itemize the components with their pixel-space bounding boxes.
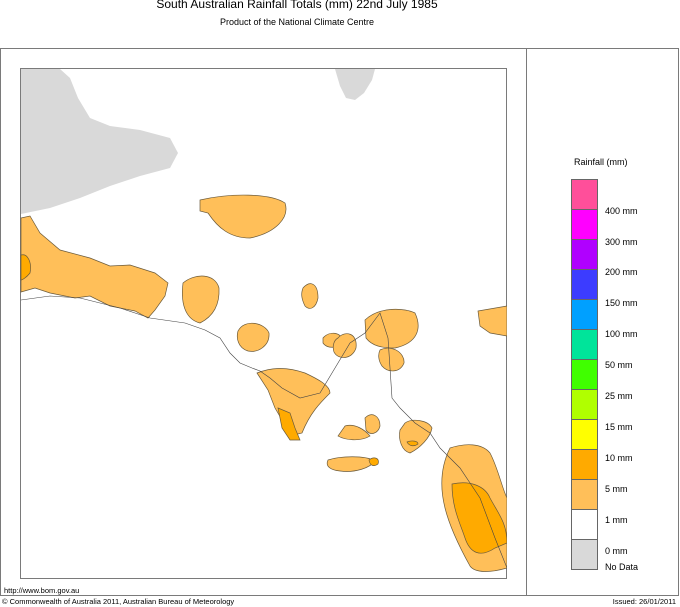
- rain-region-eyre: [256, 368, 331, 437]
- rain-region-heavy-se: [451, 482, 507, 554]
- legend-label: 300 mm: [605, 237, 638, 247]
- rain-region-blob-a: [182, 275, 220, 324]
- legend-label: 1 mm: [605, 515, 628, 525]
- legend-swatch-0-1: [571, 510, 598, 540]
- rain-region-blob-f: [364, 308, 419, 349]
- map-subtitle: Product of the National Climate Centre: [219, 17, 375, 27]
- legend-title: Rainfall (mm): [574, 157, 628, 167]
- rain-region-yorke: [399, 419, 433, 454]
- legend-swatch-150-200: [571, 270, 598, 300]
- legend-swatch-above-400: [571, 179, 598, 210]
- legend-label: 0 mm: [605, 546, 628, 556]
- coastline: [20, 295, 507, 569]
- legend-swatch-1-5: [571, 480, 598, 510]
- bom-url-link[interactable]: http://www.bom.gov.au: [4, 586, 80, 595]
- map-title: South Australian Rainfall Totals (mm) 22…: [156, 0, 438, 11]
- rainfall-map-svg: [20, 68, 507, 579]
- legend-divider: [526, 48, 527, 596]
- legend-label: 25 mm: [605, 391, 633, 401]
- rain-region-blob-g: [378, 347, 405, 372]
- rain-region-heavy-ki: [368, 457, 379, 466]
- issued-date: Issued: 26/01/2011: [612, 597, 676, 606]
- legend-swatch-5-10: [571, 450, 598, 480]
- legend-label: 400 mm: [605, 206, 638, 216]
- legend-swatch-100-150: [571, 300, 598, 330]
- legend-no-data-label: No Data: [605, 562, 639, 572]
- rain-region-heavy-eyre: [277, 407, 301, 441]
- rain-region-east-edge: [477, 305, 507, 337]
- rain-region-blob-b: [236, 322, 270, 352]
- legend-label: 50 mm: [605, 360, 633, 370]
- legend-label: 200 mm: [605, 267, 638, 277]
- rain-region-north-blob: [199, 194, 287, 239]
- legend-swatch-25-50: [571, 360, 598, 390]
- rain-region-spencer: [337, 424, 371, 441]
- rainfall-map: [20, 68, 507, 579]
- legend-swatch-200-300: [571, 240, 598, 270]
- rain-region-blob-e: [332, 333, 357, 358]
- rain-region-blob-c: [301, 283, 319, 309]
- legend-swatch-50-100: [571, 330, 598, 360]
- legend-swatch-no-data: [571, 540, 598, 570]
- no-data-region-north: [335, 69, 375, 100]
- rain-region-yp-small: [364, 414, 381, 434]
- legend-label: 10 mm: [605, 453, 633, 463]
- rain-region-west: [20, 215, 169, 319]
- outer-frame: [0, 48, 679, 596]
- legend-swatch-300-400: [571, 210, 598, 240]
- legend-color-bar: [571, 179, 598, 570]
- legend-swatch-15-25: [571, 390, 598, 420]
- rain-region-kangaroo-island: [326, 456, 376, 472]
- legend-label: 5 mm: [605, 484, 628, 494]
- rain-region-heavy-west: [20, 254, 31, 281]
- no-data-region-northwest: [21, 69, 178, 214]
- rain-region-heavy-yorke: [406, 440, 419, 447]
- legend-label: 15 mm: [605, 422, 633, 432]
- legend-label: 100 mm: [605, 329, 638, 339]
- legend-label: 150 mm: [605, 298, 638, 308]
- copyright-text: © Commonwealth of Australia 2011, Austra…: [2, 597, 235, 606]
- legend-swatch-10-15: [571, 420, 598, 450]
